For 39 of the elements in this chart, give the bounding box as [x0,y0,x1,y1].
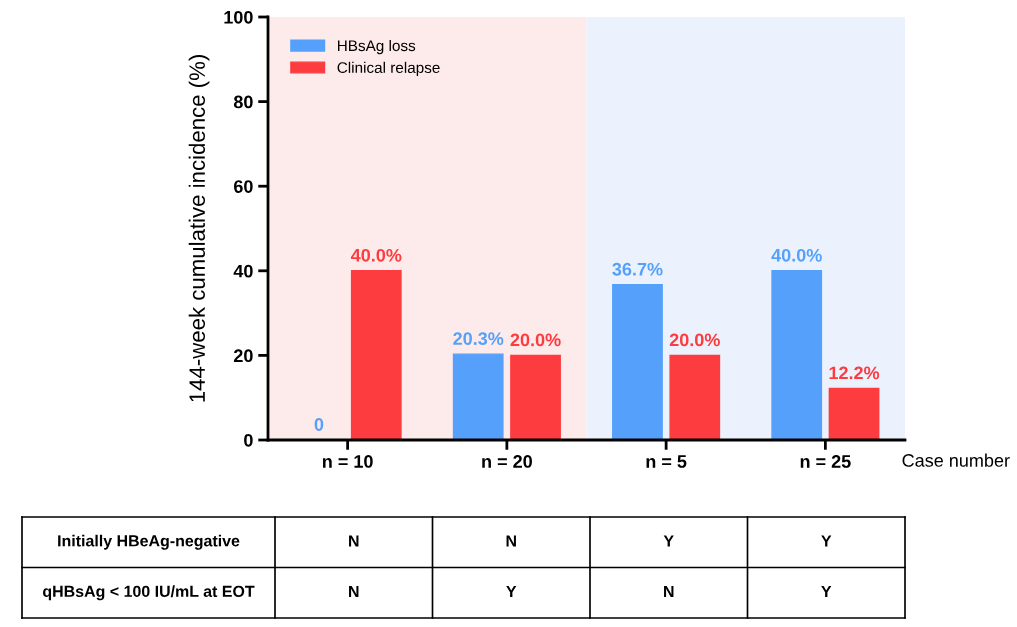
bar [669,354,721,440]
x-tick-label: n = 25 [800,455,851,468]
text: qHBsAg < 100 IU/mL at EOT [43,585,255,601]
legend-label: Clinical relapse [337,61,440,77]
data-label: 36.7% [612,262,663,276]
text: Y [506,585,517,597]
y-tick-label: 0 [244,433,253,447]
bar [350,270,402,440]
y-tick-label: 60 [234,180,253,193]
data-label: 20.0% [669,333,720,347]
bar [452,353,504,440]
y-tick-label: 100 [224,10,253,24]
data-label: 20.3% [453,332,504,346]
text: Y [821,535,832,547]
data-label: 12.2% [829,366,880,380]
text: N [349,585,359,597]
text: N [664,585,674,597]
x-tick-label: n = 10 [322,455,373,468]
x-tick-label: n = 20 [482,455,532,468]
data-label: 20.0% [510,333,561,347]
text: Initially HBeAg-negative [58,534,240,550]
text: N [506,535,516,547]
y-tick-label: 20 [233,349,253,363]
bar [828,387,880,440]
data-label: 40.0% [350,248,402,262]
x-tick-label: n = 5 [646,455,687,468]
bar [771,270,823,440]
y-axis-title: 144-week cumulative incidence (%) [188,55,210,402]
y-tick-label: 80 [233,95,253,109]
bar [612,284,663,440]
legend-label: HBsAg loss [338,39,416,55]
y-tick-label: 40 [233,264,253,278]
text: Y [663,535,674,547]
bar [510,354,561,440]
x-axis-title: Case number [902,453,1010,467]
data-label: 0 [314,418,324,431]
text: N [349,535,359,547]
data-label: 40.0% [771,248,822,262]
text: Y [821,585,832,597]
